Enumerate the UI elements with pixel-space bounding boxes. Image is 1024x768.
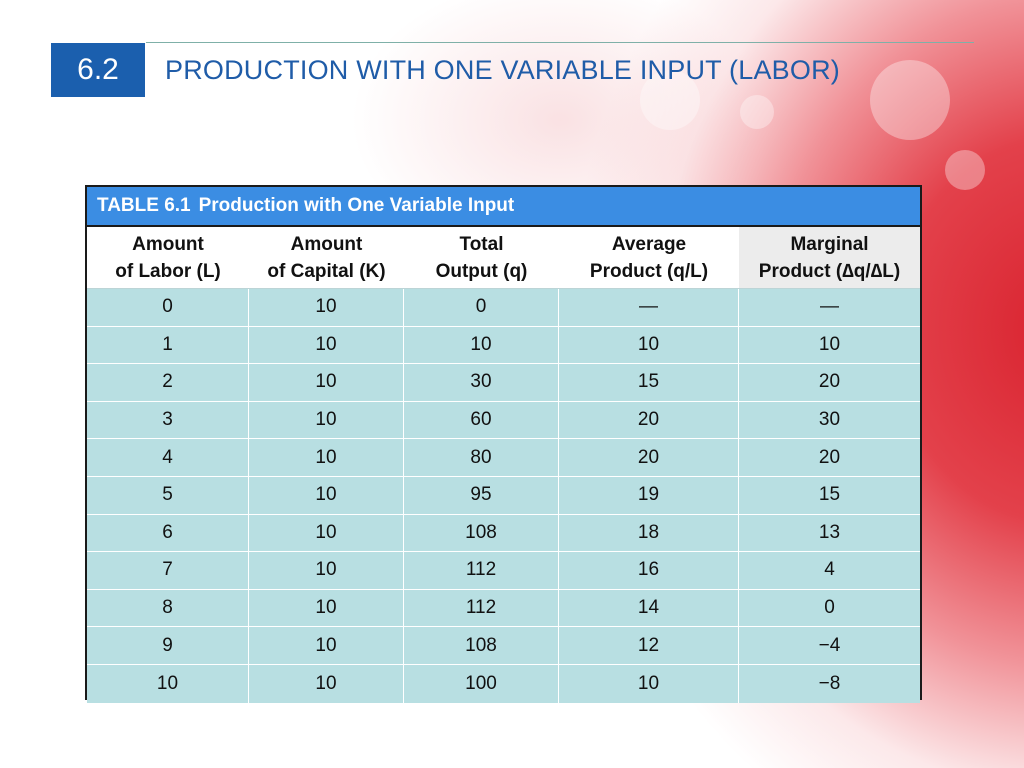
table-cell: 15: [818, 484, 841, 506]
column-header-line: Output (q): [435, 260, 528, 282]
table-cell: 108: [404, 514, 559, 552]
section-number-badge: 6.2: [51, 43, 145, 97]
table-cell: 95: [404, 476, 559, 514]
table-cell: 10: [249, 627, 404, 664]
decorative-bubble: [740, 95, 774, 129]
table-cell: 20: [559, 439, 739, 476]
table-cell: 10: [559, 326, 739, 364]
table-cell: 10: [249, 364, 404, 401]
table-cell: 14: [559, 589, 739, 627]
column-header-line: Product (q/L): [589, 260, 709, 282]
table-cell: 10: [249, 439, 404, 476]
table-cell: 10: [249, 552, 404, 589]
column-header-2: Total Output (q): [404, 227, 559, 288]
column-header-line: Amount: [290, 233, 363, 255]
table-cell: 10: [249, 589, 404, 627]
decorative-bubble: [640, 70, 700, 130]
header-rule: [146, 42, 974, 43]
table-cell: 30: [404, 364, 559, 401]
table-cell: 13: [818, 521, 841, 543]
table-cell: 108: [404, 627, 559, 664]
table-cell: 0: [404, 289, 559, 326]
table-cell: 6: [87, 514, 249, 552]
table-cell: 15: [559, 364, 739, 401]
table-cell: 16: [559, 552, 739, 589]
column-header-line: Amount: [132, 233, 204, 255]
table-cell: 1: [87, 326, 249, 364]
table-cell: 112: [404, 552, 559, 589]
table-body: 0 10 0— —1 10 10 10 10 2 10 30 15 20 3 10 60 20 30 4 10 80 20…: [87, 289, 920, 703]
table-cell: 3: [87, 401, 249, 439]
column-header-line: Product (∆q/∆L): [758, 260, 901, 282]
table-row: 6 10 108 18 13: [87, 514, 920, 553]
column-header-line: Marginal: [790, 233, 869, 255]
table-cell: 12: [559, 627, 739, 664]
table-row: 4 10 80 20 20: [87, 439, 920, 477]
table-cell: −8: [818, 672, 841, 694]
table-cell: 10: [559, 664, 739, 703]
column-header-line: Total: [459, 233, 504, 255]
table-cell: 8: [87, 589, 249, 627]
table-cell: 0: [824, 597, 835, 619]
table-row: 1 10 10 10 10: [87, 326, 920, 365]
column-header-0: Amount of Labor (L): [87, 227, 249, 288]
table-row: 9 10 108 12 −4: [87, 627, 920, 665]
table-cell: 0: [87, 289, 249, 326]
table-cell: —: [559, 289, 739, 326]
column-header-1: Amount of Capital (K): [249, 227, 404, 288]
table-cell: 20: [559, 401, 739, 439]
decorative-bubble: [945, 150, 985, 190]
table-cell: 2: [87, 364, 249, 401]
table-cell: 19: [559, 476, 739, 514]
table-cell: 10: [87, 664, 249, 703]
table-cell: 10: [249, 664, 404, 703]
table-row: 2 10 30 15 20: [87, 364, 920, 402]
table-row: 5 10 95 19 15: [87, 476, 920, 515]
table-cell: 112: [404, 589, 559, 627]
table-cell: 10: [249, 514, 404, 552]
slide-title: PRODUCTION WITH ONE VARIABLE INPUT (LABO…: [165, 55, 840, 85]
table-cell: 7: [87, 552, 249, 589]
table-caption-text: Production with One Variable Input: [198, 195, 515, 216]
table-row: 7 10 112 16 4: [87, 552, 920, 590]
table-cell: 18: [559, 514, 739, 552]
column-header-3: Average Product (q/L): [559, 227, 739, 288]
column-header-line: of Capital (K): [267, 260, 386, 282]
table-cell: 4: [824, 559, 835, 581]
table-caption: TABLE 6.1 Production with One Variable I…: [87, 187, 920, 227]
column-header-line: of Labor (L): [115, 260, 221, 282]
table-cell: 10: [249, 289, 404, 326]
production-table: TABLE 6.1 Production with One Variable I…: [85, 185, 922, 703]
section-number: 6.2: [77, 53, 119, 86]
table-cell: 60: [404, 401, 559, 439]
table-row: 10 10 100 10 −8: [87, 664, 920, 703]
table-cell: —: [820, 296, 839, 318]
table-cell: −4: [818, 634, 841, 656]
table-cell: 20: [818, 446, 841, 468]
table-cell: 10: [249, 326, 404, 364]
table-row: 8 10 112 14 0: [87, 589, 920, 628]
table-caption-number: TABLE 6.1: [97, 195, 191, 216]
table-cell: 20: [818, 371, 841, 393]
table-cell: 9: [87, 627, 249, 664]
column-header-line: Average: [611, 233, 687, 255]
table-cell: 80: [404, 439, 559, 476]
table-cell: 5: [87, 476, 249, 514]
column-header-4: Marginal Product (∆q/∆L): [739, 227, 920, 288]
table-cell: 10: [818, 333, 841, 355]
table-cell: 10: [249, 401, 404, 439]
table-cell: 100: [404, 664, 559, 703]
table-header-row: Amount of Labor (L) Amount of Capital (K) To…: [87, 227, 920, 289]
table-cell: 30: [818, 409, 841, 431]
table-cell: 10: [249, 476, 404, 514]
decorative-bubble: [870, 60, 950, 140]
table-row: 0 10 0— —: [87, 289, 920, 327]
table-cell: 4: [87, 439, 249, 476]
table-cell: 10: [404, 326, 559, 364]
table-row: 3 10 60 20 30: [87, 401, 920, 440]
